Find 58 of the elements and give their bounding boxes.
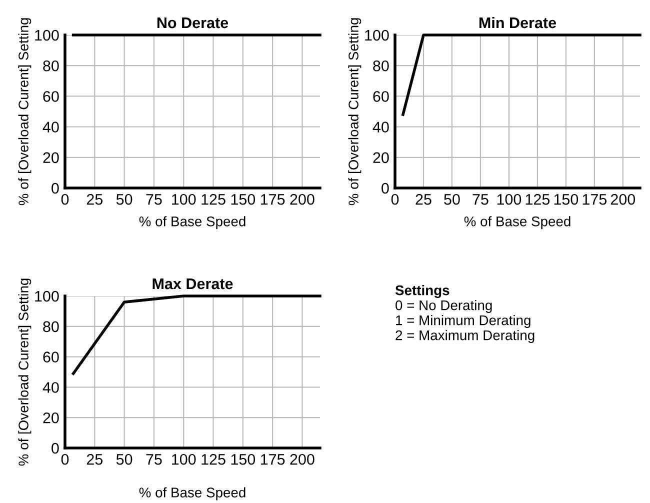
x-tick-label: 25 <box>86 454 103 465</box>
y-tick-label: 40 <box>372 122 389 132</box>
y-tick-label: 60 <box>373 91 389 102</box>
text: 0 = No Derating <box>396 300 492 313</box>
x-tick-label: 0 <box>391 194 399 205</box>
y-tick-label: 100 <box>35 30 59 41</box>
y-tick-label: 100 <box>365 30 389 41</box>
x-tick-label: 75 <box>146 194 162 205</box>
x-tick-label: 25 <box>86 194 103 205</box>
y-tick-label: 80 <box>43 60 59 72</box>
x-tick-label: 150 <box>231 454 256 465</box>
y-axis-title: % of [Overload Curent] Setting <box>18 278 32 466</box>
y-tick-label: 20 <box>43 412 59 424</box>
x-tick-label: 75 <box>146 454 162 465</box>
y-tick-label: 100 <box>35 290 59 302</box>
x-tick-label: 100 <box>172 454 196 465</box>
chart-title: No Derate <box>157 18 228 28</box>
y-tick-label: 80 <box>373 60 389 72</box>
chart-title: Max Derate <box>152 278 233 290</box>
x-axis-title: % of Base Speed <box>464 216 570 230</box>
x-tick-label: 175 <box>582 194 607 205</box>
y-tick-label: 0 <box>52 442 59 454</box>
x-axis-title: % of Base Speed <box>139 216 246 230</box>
y-tick-label: 40 <box>42 382 59 393</box>
x-tick-label: 25 <box>416 194 432 205</box>
y-tick-label: 40 <box>42 122 59 132</box>
y-tick-label: 0 <box>382 182 389 194</box>
y-axis-title: % of [Overload Curent] Setting <box>348 18 362 206</box>
x-tick-label: 200 <box>290 194 314 205</box>
x-tick-label: 100 <box>172 194 196 205</box>
x-tick-label: 200 <box>610 194 636 205</box>
x-tick-label: 125 <box>202 454 226 465</box>
x-tick-label: 125 <box>202 194 226 205</box>
x-tick-label: 175 <box>260 454 285 465</box>
x-tick-label: 75 <box>472 194 488 205</box>
x-tick-label: 50 <box>116 454 132 465</box>
y-tick-label: 0 <box>52 182 59 194</box>
y-tick-label: 80 <box>43 321 59 332</box>
x-tick-label: 50 <box>116 194 132 205</box>
x-tick-label: 0 <box>61 454 69 465</box>
y-tick-label: 20 <box>43 152 59 164</box>
x-tick-label: 50 <box>444 194 460 205</box>
y-tick-label: 20 <box>373 152 389 164</box>
y-tick-label: 60 <box>43 91 59 102</box>
x-axis-title: % of Base Speed <box>139 487 246 500</box>
text: 1 = Minimum Derating <box>396 315 530 328</box>
x-tick-label: 125 <box>526 194 550 205</box>
y-axis-title: % of [Overload Curent] Setting <box>18 18 32 206</box>
text: Settings <box>395 285 450 298</box>
x-tick-label: 150 <box>231 194 256 205</box>
chart-title: Min Derate <box>479 16 556 28</box>
text: 2 = Maximum Derating <box>396 330 534 343</box>
x-tick-label: 175 <box>260 194 285 205</box>
x-tick-label: 0 <box>61 194 69 205</box>
y-tick-label: 60 <box>43 352 59 362</box>
x-tick-label: 200 <box>290 454 314 465</box>
x-tick-label: 100 <box>497 194 522 205</box>
x-tick-label: 150 <box>554 194 578 205</box>
